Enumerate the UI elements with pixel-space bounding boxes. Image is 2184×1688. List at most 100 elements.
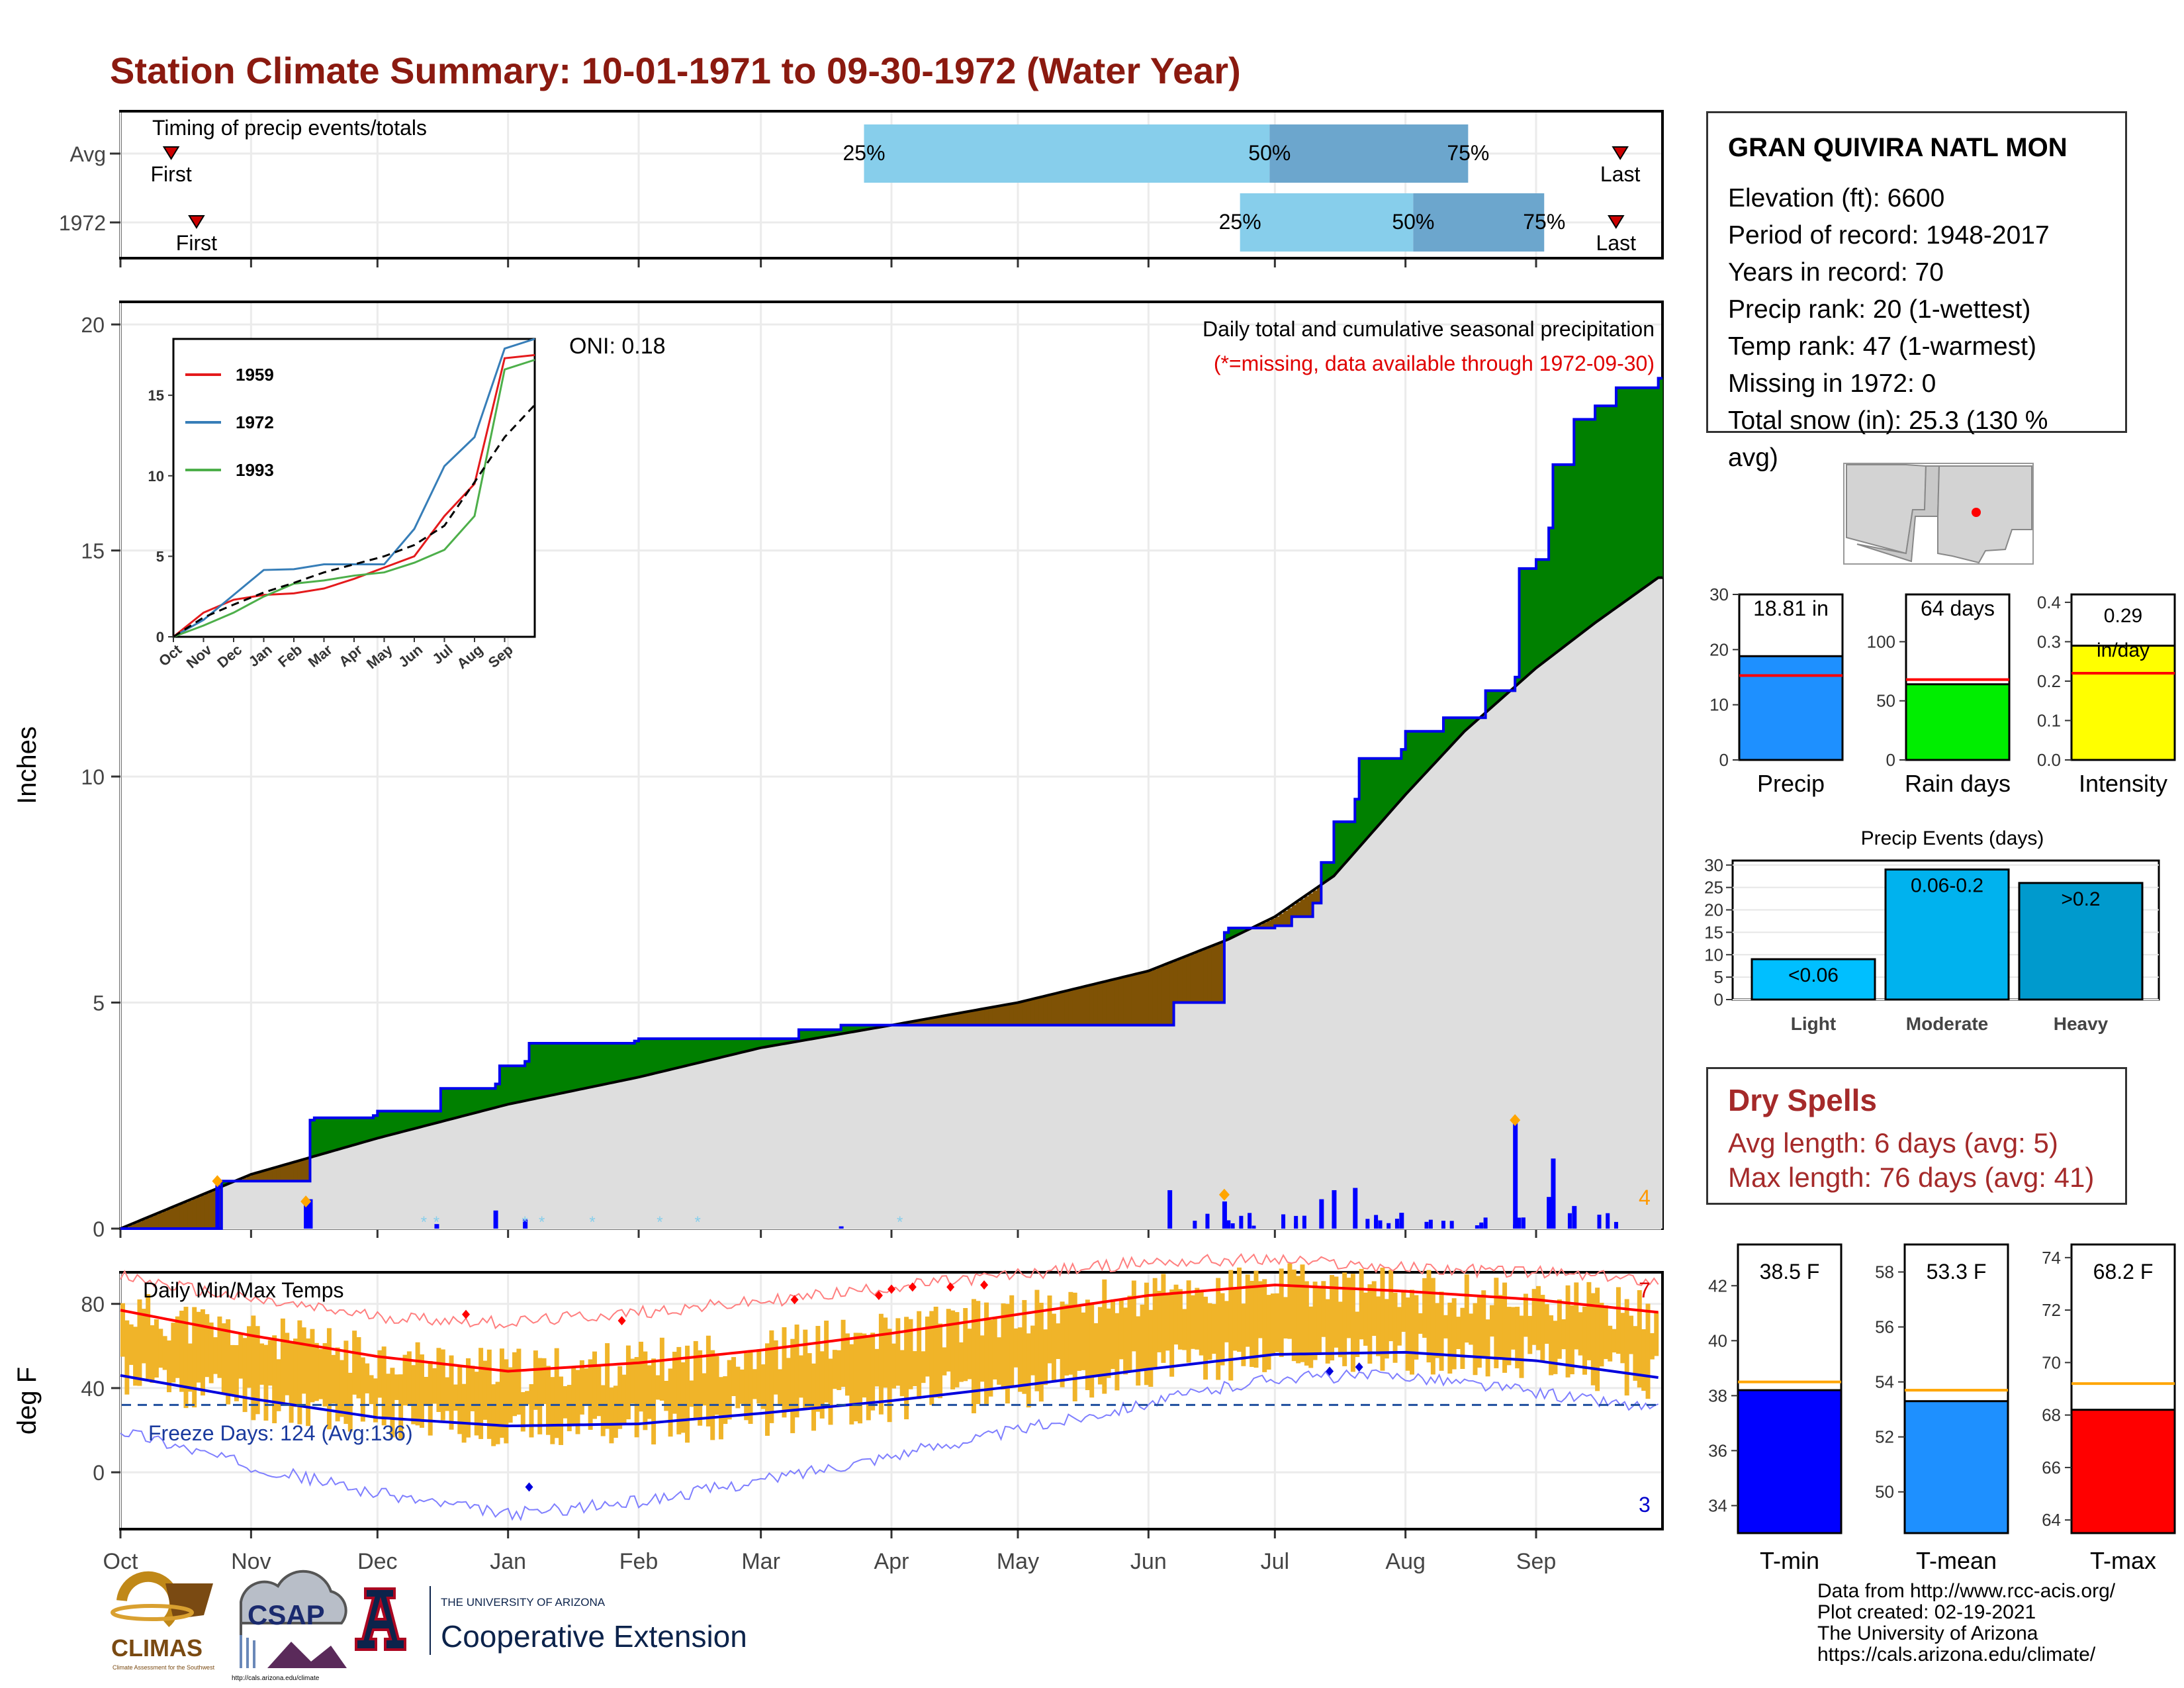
precip-event-bar <box>2018 882 2144 1001</box>
daily-temp-range-bar <box>255 1326 260 1415</box>
daily-precip-bar <box>1551 1158 1556 1229</box>
daily-temp-range-bar <box>141 1309 146 1364</box>
daily-temp-range-bar <box>326 1328 332 1430</box>
temperature-bar-charts: 34 36 38 40 42 38.5 F T-min 50 52 54 56 58 53.3 F T-m… <box>1708 1243 2176 1574</box>
daily-temp-range-bar <box>1203 1296 1208 1380</box>
daily-temp-range-bar <box>1338 1301 1343 1358</box>
daily-temp-range-bar <box>584 1368 589 1405</box>
timing-q25-label: 25% <box>842 141 885 165</box>
daily-temp-range-bar <box>778 1369 783 1406</box>
above-avg-fill <box>499 1066 504 1107</box>
daily-precip-bar <box>1222 1201 1227 1229</box>
daily-temp-range-bar <box>1586 1282 1592 1360</box>
below-avg-fill <box>1186 956 1191 1003</box>
daily-temp-range-bar <box>1629 1315 1634 1354</box>
above-avg-fill <box>1557 464 1562 652</box>
below-avg-fill <box>921 1019 926 1025</box>
daily-temp-range-bar <box>356 1336 361 1399</box>
snow-marker: * <box>694 1213 700 1231</box>
top-event-marker <box>1218 1188 1230 1201</box>
below-avg-fill <box>1081 987 1086 1025</box>
station-info-line: Period of record: 1948-2017 <box>1728 221 2050 250</box>
above-avg-fill <box>756 1039 762 1049</box>
below-avg-fill <box>259 1172 264 1182</box>
daily-temp-range-bar <box>377 1350 383 1398</box>
daily-temp-range-bar <box>1590 1293 1596 1385</box>
daily-temp-range-bar <box>1283 1297 1289 1338</box>
above-avg-fill <box>478 1088 483 1112</box>
below-avg-fill <box>1043 996 1048 1025</box>
station-info-line: Temp rank: 47 (1-warmest) <box>1728 332 2036 361</box>
daily-temp-range-bar <box>1615 1287 1621 1354</box>
daily-temp-range-bar <box>1527 1315 1533 1354</box>
daily-temp-range-bar <box>735 1366 741 1409</box>
daily-temp-range-bar <box>807 1353 812 1408</box>
daily-temp-range-bar <box>1068 1291 1073 1375</box>
daily-temp-range-bar <box>866 1336 871 1421</box>
top-event-marker <box>1510 1114 1521 1127</box>
daily-temp-range-bar <box>609 1387 614 1444</box>
daily-temp-range-bar <box>175 1316 180 1378</box>
below-avg-fill <box>146 1218 151 1229</box>
timing-bar-q25-q50 <box>864 124 1270 183</box>
timing-q50-label: 50% <box>1392 210 1434 234</box>
above-avg-fill <box>445 1088 450 1121</box>
inset-legend-label: 1972 <box>236 412 274 432</box>
above-avg-fill <box>824 1029 829 1037</box>
daily-temp-range-bar <box>1422 1278 1428 1338</box>
snow-marker: * <box>589 1213 595 1231</box>
above-avg-fill <box>584 1043 589 1089</box>
daily-temp-range-bar <box>693 1340 698 1419</box>
daily-temp-range-bar <box>154 1319 159 1378</box>
daily-temp-range-bar <box>1443 1315 1448 1338</box>
dry-spells-title: Dry Spells <box>1728 1083 1877 1117</box>
daily-temp-range-bar <box>1111 1299 1116 1370</box>
below-avg-fill <box>976 1009 981 1025</box>
below-avg-fill <box>293 1162 298 1182</box>
ua-logo: THE UNIVERSITY OF ARIZONA Cooperative Ex… <box>355 1586 747 1655</box>
y-tick-label: 10 <box>81 765 105 789</box>
below-avg-fill <box>1177 959 1183 1003</box>
daily-precip-bar <box>1547 1197 1552 1229</box>
daily-temp-range-bar <box>664 1380 669 1411</box>
below-avg-fill <box>1118 978 1124 1025</box>
record-low-marker <box>1326 1366 1334 1376</box>
daily-temp-range-bar <box>491 1384 496 1446</box>
below-avg-fill <box>280 1166 285 1182</box>
above-avg-fill <box>525 1061 530 1101</box>
daily-temp-range-bar <box>381 1346 387 1426</box>
above-avg-fill <box>1608 406 1613 614</box>
month-tick-label: Aug <box>1385 1549 1426 1574</box>
summary-y-tick-label: 0 <box>1886 750 1895 770</box>
summary-y-tick-label: 20 <box>1709 639 1729 659</box>
temp-bar <box>2070 1409 2176 1534</box>
below-avg-fill <box>1009 1004 1015 1025</box>
below-avg-fill <box>162 1211 167 1229</box>
below-avg-fill <box>187 1200 193 1229</box>
daily-temp-range-bar <box>997 1337 1002 1385</box>
timing-first-label: First <box>151 162 192 186</box>
above-avg-fill <box>343 1117 349 1148</box>
daily-temp-range-bar <box>554 1348 559 1438</box>
daily-temp-range-bar <box>550 1377 555 1444</box>
daily-temp-range-bar <box>710 1350 715 1440</box>
record-high-marker <box>874 1290 883 1300</box>
daily-temp-range-bar <box>1469 1313 1474 1345</box>
daily-temp-range-bar <box>718 1377 723 1440</box>
temp-y-tick-label: 40 <box>1708 1331 1727 1350</box>
daily-temp-range-bar <box>238 1333 244 1379</box>
daily-temp-range-bar <box>1569 1305 1574 1375</box>
above-avg-fill <box>1553 464 1558 655</box>
daily-temp-range-bar <box>1237 1267 1242 1352</box>
above-avg-fill <box>1578 419 1583 636</box>
above-avg-fill <box>819 1029 825 1038</box>
below-avg-fill <box>1064 991 1069 1025</box>
above-avg-fill <box>1410 731 1414 790</box>
below-avg-fill <box>1060 992 1065 1025</box>
below-avg-fill <box>1056 993 1061 1025</box>
above-avg-fill <box>326 1117 332 1153</box>
above-avg-fill <box>680 1039 686 1067</box>
csap-logo-text: CSAP <box>248 1599 325 1630</box>
daily-temp-range-bar <box>1654 1312 1659 1356</box>
daily-precip-bar <box>1251 1225 1256 1229</box>
